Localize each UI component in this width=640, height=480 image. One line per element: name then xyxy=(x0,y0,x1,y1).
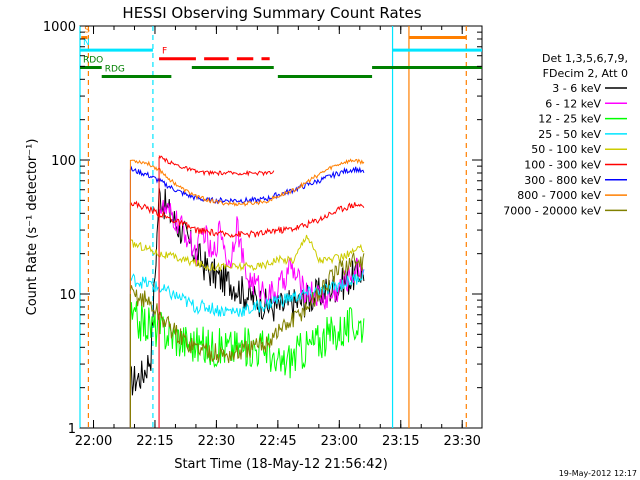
legend-label-8: 7000 - 20000 keV xyxy=(503,204,601,217)
y-tick-label-3: 1000 xyxy=(43,20,76,35)
legend-label-3: 25 - 50 keV xyxy=(538,128,601,141)
flag-label-rdg: RDG xyxy=(105,64,125,74)
timestamp: 19-May-2012 12:17 xyxy=(559,469,637,478)
legend-label-4: 50 - 100 keV xyxy=(531,143,601,156)
spacecraft-event-lines xyxy=(79,26,467,428)
series-4 xyxy=(130,234,365,272)
x-tick-label-1: 22:15 xyxy=(136,434,173,449)
series-0 xyxy=(129,187,365,396)
legend-label-0: 3 - 6 keV xyxy=(552,82,601,95)
x-tick-label-5: 23:15 xyxy=(382,434,419,449)
x-tick-label-0: 22:00 xyxy=(75,434,112,449)
y-axis-label: Count Rate (s⁻¹ detector⁻¹) xyxy=(25,139,40,316)
legend-label-6: 300 - 800 keV xyxy=(524,174,601,187)
series-3 xyxy=(129,269,365,317)
flag-label-n: N xyxy=(83,38,90,48)
x-tick-label-3: 22:45 xyxy=(259,434,296,449)
y-axis: 1 10 100 1000 xyxy=(43,20,482,437)
legend-label-7: 800 - 7000 keV xyxy=(517,189,601,202)
x-axis-label: Start Time (18-May-12 21:56:42) xyxy=(174,457,388,472)
data-series xyxy=(129,155,365,428)
legend-header-line-2: FDecim 2, Att 0 xyxy=(543,67,628,80)
flag-label-rdo: RDO xyxy=(83,56,103,66)
series-1 xyxy=(158,199,365,310)
series-2 xyxy=(129,301,365,379)
legend-header-line-1: Det 1,3,5,6,7,9, xyxy=(542,52,628,65)
x-tick-label-6: 23:30 xyxy=(443,434,480,449)
legend: Det 1,3,5,6,7,9, FDecim 2, Att 0 3 - 6 k… xyxy=(503,52,628,217)
flag-label-s: S xyxy=(84,26,90,36)
legend-label-1: 6 - 12 keV xyxy=(545,97,601,110)
series-5 xyxy=(129,200,365,239)
x-tick-label-2: 22:30 xyxy=(198,434,235,449)
series-9 xyxy=(158,155,275,177)
x-tick-label-4: 23:00 xyxy=(321,434,358,449)
y-tick-label-1: 10 xyxy=(59,288,76,303)
y-tick-label-0: 1 xyxy=(68,422,76,437)
flag-label-f: F xyxy=(162,47,167,57)
x-axis: 22:00 22:15 22:30 22:45 23:00 23:15 23:30 xyxy=(75,26,481,449)
series-8 xyxy=(129,252,365,364)
series-6 xyxy=(129,165,365,205)
series-7 xyxy=(130,158,365,207)
chart-title: HESSI Observing Summary Count Rates xyxy=(122,4,421,22)
y-tick-label-2: 100 xyxy=(51,154,76,169)
legend-label-5: 100 - 300 keV xyxy=(524,159,601,172)
legend-label-2: 12 - 25 keV xyxy=(538,113,601,126)
